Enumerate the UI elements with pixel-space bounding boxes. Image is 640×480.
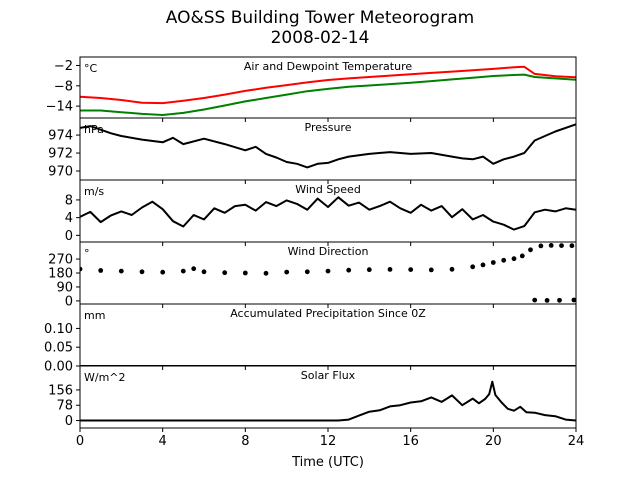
data-point [191, 266, 197, 272]
data-point [346, 267, 352, 273]
data-point [490, 260, 496, 265]
data-point [408, 267, 414, 272]
series-line-1 [80, 123, 576, 169]
panel-3-plot [80, 196, 576, 231]
panel-title: Wind Direction [288, 245, 369, 258]
data-point [242, 270, 248, 276]
x-tick-label: 20 [485, 434, 502, 449]
data-point [180, 268, 186, 274]
data-point [548, 243, 554, 248]
data-point [118, 268, 124, 274]
y-tick-label: 4 [65, 211, 73, 226]
data-point [222, 270, 228, 276]
data-point [325, 268, 331, 274]
y-tick-label: −14 [46, 100, 73, 115]
data-point [80, 266, 83, 272]
x-tick-label: 8 [241, 434, 249, 449]
panel-title: Wind Speed [295, 183, 361, 196]
unit-label: W/m^2 [84, 371, 126, 384]
y-tick-label: 270 [48, 253, 73, 268]
data-point [559, 243, 564, 249]
data-point [139, 269, 145, 275]
y-tick-label: 0 [65, 294, 73, 309]
y-tick-label: 974 [48, 129, 73, 144]
y-tick-label: 972 [48, 147, 73, 162]
figure-title: AO&SS Building Tower Meteorogram [165, 8, 475, 28]
data-point [201, 269, 207, 275]
data-point [571, 297, 576, 303]
unit-label: °C [84, 62, 98, 75]
panel-2-plot [80, 123, 576, 169]
data-point [263, 270, 269, 276]
x-tick-label: 24 [568, 434, 585, 449]
data-point [98, 268, 104, 273]
x-tick-label: 0 [76, 434, 84, 449]
data-point [557, 297, 562, 303]
panel-5: 0.10 0.05 0.00 mm Accumulated Precipitation … [44, 303, 577, 375]
data-point [160, 269, 166, 275]
unit-label: mm [84, 309, 105, 322]
series-line-1 [80, 65, 576, 105]
data-point [538, 243, 544, 249]
y-tick-label: 8 [65, 193, 73, 208]
data-point [366, 267, 372, 273]
y-tick-label: 0 [65, 414, 73, 429]
data-point [501, 257, 507, 263]
panel-6-plot [80, 380, 576, 422]
y-tick-label: −8 [54, 79, 73, 94]
panel-4-plot [80, 243, 576, 303]
unit-label: hPa [84, 123, 104, 136]
panel-2: 974 972 970 hPa Pressure [48, 117, 577, 184]
figure-date: 2008-02-14 [270, 28, 370, 48]
unit-label: m/s [84, 185, 104, 198]
data-point [428, 267, 434, 273]
data-point [304, 269, 310, 275]
y-tick-label: 0.10 [44, 322, 73, 337]
panel-3: 8 4 0 m/s Wind Speed [65, 179, 577, 246]
panel-title: Pressure [305, 121, 352, 134]
x-axis-label: Time (UTC) [291, 455, 364, 470]
data-point [387, 267, 393, 272]
panel-title: Air and Dewpoint Temperature [244, 60, 412, 73]
data-point [569, 243, 575, 249]
panel-1-plot [80, 65, 576, 116]
x-tick-label: 16 [402, 434, 419, 449]
y-tick-label: 156 [48, 383, 73, 398]
x-tick-label: 4 [159, 434, 167, 449]
unit-label: ° [84, 247, 90, 260]
y-tick-label: −2 [54, 59, 73, 74]
y-tick-label: 0.00 [44, 360, 73, 375]
y-tick-label: 180 [48, 267, 73, 282]
data-point [480, 262, 486, 268]
data-point [532, 297, 538, 303]
series-line-2 [80, 73, 576, 116]
y-tick-label: 0.05 [44, 341, 73, 356]
panel-title: Accumulated Precipitation Since 0Z [230, 307, 426, 320]
data-point [528, 247, 533, 253]
y-tick-label: 0 [65, 229, 73, 244]
data-point [470, 264, 476, 270]
data-point [519, 253, 525, 259]
series-line-1 [80, 196, 576, 231]
x-tick-label: 12 [320, 434, 337, 449]
panel-1: −2 −8 −14 °C Air and Dewpoint Temperature [46, 56, 577, 122]
series-line-1 [80, 380, 576, 422]
data-point [449, 266, 455, 272]
data-point [544, 298, 550, 303]
y-tick-label: 970 [48, 165, 73, 180]
data-point [511, 256, 517, 262]
y-tick-label: 78 [56, 399, 73, 414]
y-tick-label: 90 [56, 280, 73, 295]
panel-title: Solar Flux [301, 369, 356, 382]
data-point [284, 269, 290, 275]
